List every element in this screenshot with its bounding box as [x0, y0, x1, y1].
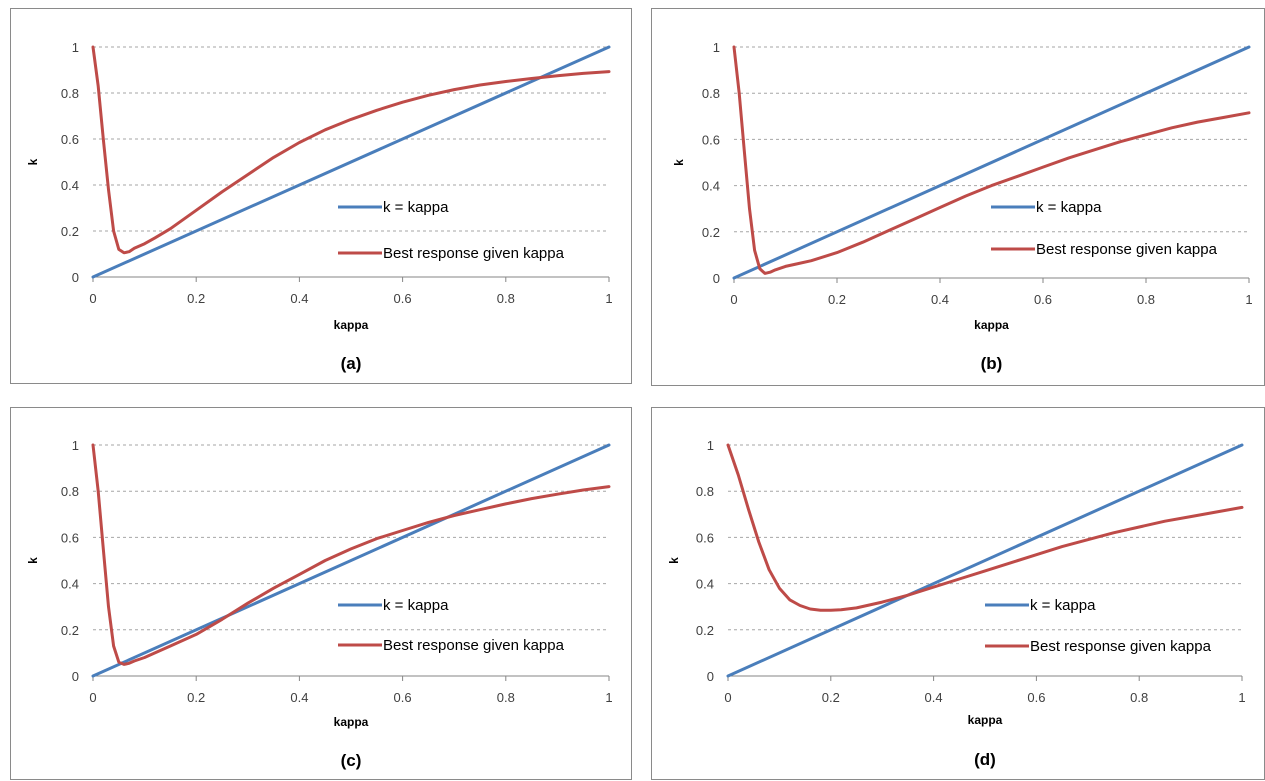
legend-label: Best response given kappa	[1030, 638, 1212, 655]
x-tick-label: 0	[730, 292, 737, 307]
y-tick-label: 1	[707, 438, 714, 453]
y-tick-label: 0	[72, 669, 79, 684]
y-tick-label: 0.4	[696, 577, 714, 592]
chart-panel-b: 0 0.2 0.4 0.6 0.8 1 0 0.2 0.4 0.6 0.8 1 k kappa k = ka…	[651, 8, 1265, 386]
x-tick-label: 1	[1245, 292, 1252, 307]
x-tick-label: 0	[724, 690, 731, 705]
legend-label: Best response given kappa	[383, 637, 565, 654]
panel-caption: (b)	[981, 354, 1003, 373]
x-tick-label: 0.2	[828, 292, 846, 307]
y-tick-label: 0	[713, 271, 720, 286]
y-tick-label: 0.8	[61, 86, 79, 101]
y-tick-label: 0	[707, 669, 714, 684]
y-axis-title: k	[667, 557, 681, 564]
x-tick-label: 0.6	[1034, 292, 1052, 307]
panel-caption: (d)	[974, 750, 996, 769]
legend-label: k = kappa	[383, 597, 449, 614]
chart-svg: 0 0.2 0.4 0.6 0.8 1 0 0.2 0.4 0.6 0.8 1 k kappa k = ka…	[667, 438, 1246, 769]
x-axis-title: kappa	[968, 713, 1003, 727]
best-response-line	[732, 45, 1251, 275]
x-tick-label: 0.6	[1027, 690, 1045, 705]
legend-label: k = kappa	[383, 199, 449, 216]
x-tick-label: 0.4	[931, 292, 949, 307]
legend-label: k = kappa	[1030, 597, 1096, 614]
y-tick-label: 1	[713, 40, 720, 55]
identity-line	[732, 45, 1251, 280]
x-tick-label: 0.8	[497, 690, 515, 705]
y-axis-title: k	[26, 158, 40, 165]
y-axis-title: k	[26, 557, 40, 564]
x-tick-label: 1	[605, 291, 612, 306]
y-tick-label: 0.4	[61, 577, 79, 592]
x-tick-label: 0.4	[925, 690, 943, 705]
x-tick-label: 0	[89, 690, 96, 705]
y-tick-label: 0.6	[696, 530, 714, 545]
y-tick-label: 0.8	[696, 484, 714, 499]
y-tick-label: 0.2	[61, 623, 79, 638]
panel-caption: (a)	[341, 354, 362, 373]
y-tick-label: 0.8	[702, 86, 720, 101]
chart-svg: 0 0.2 0.4 0.6 0.8 1 0 0.2 0.4 0.6 0.8 1 k kappa k = ka…	[26, 438, 613, 770]
x-tick-label: 0.8	[1130, 690, 1148, 705]
y-tick-label: 0.8	[61, 484, 79, 499]
y-tick-label: 0.6	[61, 530, 79, 545]
x-tick-label: 0.8	[1137, 292, 1155, 307]
identity-line	[726, 443, 1244, 678]
y-tick-label: 0	[72, 270, 79, 285]
y-tick-label: 0.4	[61, 178, 79, 193]
x-tick-label: 1	[605, 690, 612, 705]
x-tick-label: 0.2	[187, 690, 205, 705]
y-tick-label: 0.2	[702, 225, 720, 240]
x-tick-label: 0.6	[394, 291, 412, 306]
x-tick-label: 0.8	[497, 291, 515, 306]
legend-label: Best response given kappa	[1036, 241, 1218, 258]
chart-panel-a: 0 0.2 0.4 0.6 0.8 1 0 0.2 0.4 0.6 0.8 1 k kappa k = ka…	[10, 8, 632, 384]
x-tick-label: 0.4	[290, 291, 308, 306]
y-tick-label: 0.4	[702, 179, 720, 194]
legend-label: Best response given kappa	[383, 245, 565, 262]
identity-line	[91, 443, 611, 678]
x-axis-title: kappa	[334, 715, 369, 729]
x-tick-label: 0	[89, 291, 96, 306]
x-tick-label: 1	[1238, 690, 1245, 705]
x-tick-label: 0.2	[822, 690, 840, 705]
panel-caption: (c)	[341, 751, 362, 770]
y-tick-label: 1	[72, 40, 79, 55]
y-tick-label: 0.2	[61, 224, 79, 239]
chart-svg: 0 0.2 0.4 0.6 0.8 1 0 0.2 0.4 0.6 0.8 1 k kappa k = ka…	[672, 40, 1253, 373]
y-tick-label: 0.6	[61, 132, 79, 147]
x-tick-label: 0.2	[187, 291, 205, 306]
best-response-line	[91, 443, 611, 666]
best-response-line	[726, 443, 1244, 612]
y-axis-title: k	[672, 159, 686, 166]
chart-panel-c: 0 0.2 0.4 0.6 0.8 1 0 0.2 0.4 0.6 0.8 1 k kappa k = ka…	[10, 407, 632, 780]
legend-label: k = kappa	[1036, 199, 1102, 216]
best-response-line	[91, 45, 611, 255]
chart-panel-d: 0 0.2 0.4 0.6 0.8 1 0 0.2 0.4 0.6 0.8 1 k kappa k = ka…	[651, 407, 1265, 780]
x-tick-label: 0.4	[290, 690, 308, 705]
y-tick-label: 0.2	[696, 623, 714, 638]
y-tick-label: 1	[72, 438, 79, 453]
y-tick-label: 0.6	[702, 132, 720, 147]
chart-svg: 0 0.2 0.4 0.6 0.8 1 0 0.2 0.4 0.6 0.8 1 k kappa k = ka…	[26, 40, 613, 373]
x-tick-label: 0.6	[394, 690, 412, 705]
x-axis-title: kappa	[974, 318, 1009, 332]
identity-line	[91, 45, 611, 279]
x-axis-title: kappa	[334, 318, 369, 332]
